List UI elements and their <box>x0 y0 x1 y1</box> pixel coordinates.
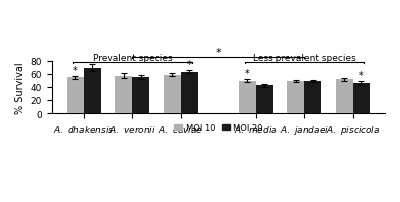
Text: Prevalent species: Prevalent species <box>92 54 172 62</box>
Bar <box>256 86 273 114</box>
Text: *: * <box>73 66 78 76</box>
Legend: MOI 10, MOI 20: MOI 10, MOI 20 <box>170 120 266 135</box>
Bar <box>336 80 353 114</box>
Bar <box>164 75 181 114</box>
Y-axis label: % Survival: % Survival <box>15 62 25 113</box>
Text: *: * <box>359 70 364 80</box>
Text: *: * <box>216 47 221 57</box>
Bar <box>288 81 304 114</box>
Text: *: * <box>187 60 192 70</box>
Text: *: * <box>245 69 250 79</box>
Bar <box>353 83 370 114</box>
Bar <box>115 76 132 114</box>
Bar <box>132 77 149 114</box>
Bar <box>67 78 84 114</box>
Bar <box>239 81 256 114</box>
Bar <box>84 68 101 114</box>
Bar <box>181 73 198 114</box>
Bar <box>304 82 321 114</box>
Text: Less prevalent species: Less prevalent species <box>253 54 356 62</box>
